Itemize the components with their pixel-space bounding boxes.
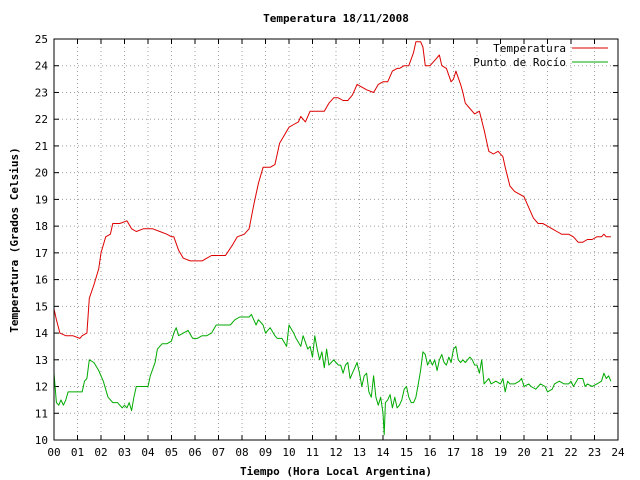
- y-tick-label: 20: [35, 167, 48, 180]
- y-tick-label: 19: [35, 193, 48, 206]
- x-tick-label: 16: [423, 446, 436, 459]
- x-tick-label: 18: [470, 446, 483, 459]
- y-axis-label: Temperatura (Grados Celsius): [8, 147, 21, 332]
- x-tick-label: 07: [212, 446, 225, 459]
- y-tick-label: 23: [35, 86, 48, 99]
- x-tick-label: 04: [141, 446, 155, 459]
- y-tick-label: 15: [35, 300, 48, 313]
- x-tick-label: 13: [353, 446, 366, 459]
- x-tick-label: 22: [564, 446, 577, 459]
- y-tick-label: 10: [35, 434, 48, 447]
- chart-title: Temperatura 18/11/2008: [263, 12, 409, 25]
- y-tick-label: 14: [35, 327, 49, 340]
- x-axis: 00 01 02 03 04 05 06 07 08 09 10 11 12 13 14 15 16 17 18 19…: [47, 39, 625, 459]
- x-tick-label: 10: [282, 446, 295, 459]
- x-tick-label: 12: [329, 446, 342, 459]
- x-tick-label: 17: [447, 446, 460, 459]
- y-tick-label: 21: [35, 140, 48, 153]
- x-tick-label: 23: [588, 446, 601, 459]
- y-tick-label: 11: [35, 407, 48, 420]
- y-tick-label: 24: [35, 60, 49, 73]
- x-tick-label: 00: [47, 446, 60, 459]
- legend-label: Punto de Rocío: [473, 56, 566, 69]
- x-tick-label: 19: [494, 446, 507, 459]
- x-tick-label: 01: [71, 446, 84, 459]
- plot-frame: [53, 38, 619, 441]
- x-tick-label: 03: [118, 446, 131, 459]
- x-tick-label: 20: [517, 446, 530, 459]
- x-tick-label: 14: [376, 446, 390, 459]
- x-tick-label: 09: [259, 446, 272, 459]
- grid-layer: [54, 39, 618, 440]
- legend-label: Temperatura: [493, 42, 566, 55]
- series-line-punto-de-rocio: [53, 313, 612, 436]
- series-line-temperatura: [53, 41, 611, 339]
- y-tick-label: 12: [35, 381, 48, 394]
- series-layer: [53, 41, 612, 436]
- y-tick-label: 22: [35, 113, 48, 126]
- x-tick-label: 08: [235, 446, 248, 459]
- y-tick-label: 25: [35, 33, 48, 46]
- x-tick-label: 24: [611, 446, 625, 459]
- y-tick-label: 13: [35, 354, 48, 367]
- x-axis-label: Tiempo (Hora Local Argentina): [240, 465, 432, 478]
- x-tick-label: 11: [306, 446, 319, 459]
- y-axis: 10 11 12 13 14 15 16 17 18 19 20 21 22 23 24 25: [35, 33, 618, 447]
- y-tick-label: 18: [35, 220, 48, 233]
- y-tick-label: 16: [35, 274, 48, 287]
- x-tick-label: 06: [188, 446, 201, 459]
- x-tick-label: 15: [400, 446, 413, 459]
- x-tick-label: 02: [94, 446, 107, 459]
- y-tick-label: 17: [35, 247, 48, 260]
- x-tick-label: 05: [165, 446, 178, 459]
- x-tick-label: 21: [541, 446, 554, 459]
